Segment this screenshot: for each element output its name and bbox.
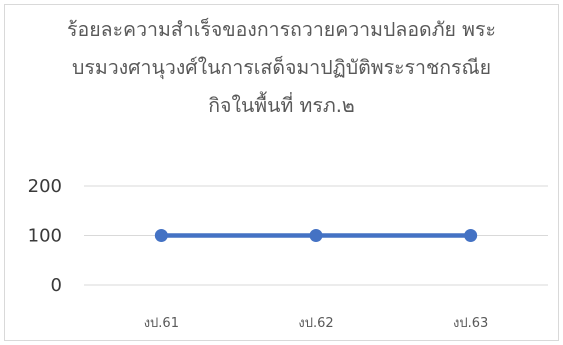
chart-title-line-3: กิจในพื้นที่ ทรภ.๒ (208, 94, 355, 117)
chart-title: ร้อยละความสำเร็จของการถวายความปลอดภัย พร… (15, 11, 548, 125)
y-tick-label: 100 (28, 226, 62, 247)
data-point-marker (154, 229, 168, 242)
y-tick-label: 200 (28, 176, 62, 197)
data-point-marker (309, 229, 323, 242)
x-tick-label: งป.62 (298, 316, 333, 331)
chart-title-line-2: บรมวงศานุวงศ์ในการเสด็จมาปฏิบัติพระราชกร… (72, 56, 491, 79)
y-tick-label: 0 (51, 275, 62, 296)
x-tick-label: งป.61 (144, 316, 179, 331)
chart-title-line-1: ร้อยละความสำเร็จของการถวายความปลอดภัย พร… (67, 18, 496, 41)
data-point-marker (464, 229, 478, 242)
x-tick-label: งป.63 (453, 316, 488, 331)
